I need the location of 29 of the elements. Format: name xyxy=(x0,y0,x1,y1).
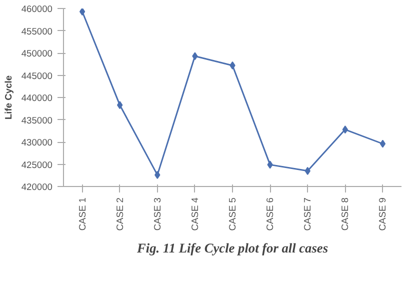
point xyxy=(230,61,236,70)
caption: Fig. 11 Life Cycle plot for all cases xyxy=(136,240,328,256)
point xyxy=(117,101,123,110)
x-tick-label: CASE 7 xyxy=(302,197,313,231)
y-tick-label: 455000 xyxy=(21,26,53,36)
y-tick-label: 430000 xyxy=(21,138,53,148)
point xyxy=(154,170,160,179)
x-tick-label: CASE 3 xyxy=(152,197,162,231)
x-tick-label: CASE 6 xyxy=(265,197,276,231)
y-tick-label: 445000 xyxy=(21,70,53,81)
y-tick-label: 425000 xyxy=(21,160,53,170)
y-axis-title: Life Cycle xyxy=(3,75,14,120)
x-tick-label: CASE 5 xyxy=(228,197,238,231)
x-tick-label: CASE 8 xyxy=(340,197,350,231)
y-tick-label: 435000 xyxy=(21,115,53,126)
x-tick-label: CASE 4 xyxy=(190,197,200,231)
point xyxy=(304,166,310,175)
y-tick-label: 450000 xyxy=(21,48,53,58)
point xyxy=(79,8,86,16)
x-tick-label: CASE 9 xyxy=(378,197,388,231)
point xyxy=(342,126,348,134)
point xyxy=(192,52,198,60)
y-tick-label: 460000 xyxy=(21,4,53,14)
point xyxy=(267,160,273,169)
x-tick-label: CASE 1 xyxy=(77,197,88,231)
y-tick-label: 420000 xyxy=(21,182,53,192)
point xyxy=(380,140,386,148)
y-tick-label: 440000 xyxy=(21,93,53,103)
x-tick-label: CASE 2 xyxy=(114,197,125,231)
